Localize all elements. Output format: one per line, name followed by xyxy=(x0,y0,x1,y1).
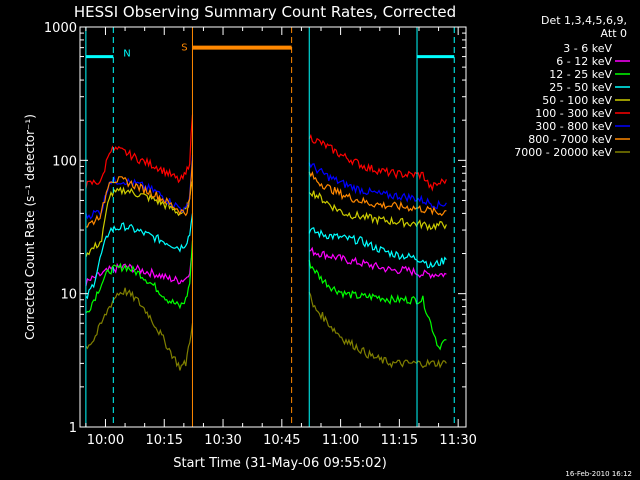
x-tick-label: 10:00 xyxy=(87,433,124,448)
series-line xyxy=(308,291,447,369)
series-line xyxy=(85,160,194,228)
x-tick-label: 10:45 xyxy=(263,433,300,448)
y-tick-label: 10 xyxy=(60,288,77,303)
legend-header-line-1: Det 1,3,4,5,6,9, xyxy=(541,14,627,27)
series-100_300keV xyxy=(85,114,447,192)
series-12_25keV xyxy=(85,240,447,351)
y-tick-label: 1000 xyxy=(44,21,77,36)
legend-label: 300 - 800 keV xyxy=(535,120,612,133)
series-300_800keV xyxy=(85,154,447,220)
series-6_12keV xyxy=(85,246,447,287)
series-line xyxy=(309,246,447,280)
footer-date: 16-Feb-2010 16:12 xyxy=(565,470,632,478)
y-axis-label: Corrected Count Rate (s⁻¹ detector⁻¹) xyxy=(23,114,37,340)
legend-label: 3 - 6 keV xyxy=(563,42,612,55)
legend-label: 50 - 100 keV xyxy=(542,94,612,107)
series-line xyxy=(85,306,194,399)
night-label: N xyxy=(123,49,130,60)
series-line xyxy=(308,162,447,210)
legend-label: 25 - 50 keV xyxy=(549,81,612,94)
y-axis: 1 10 100 1000 xyxy=(44,21,466,436)
legend-label: 12 - 25 keV xyxy=(549,68,612,81)
series-line xyxy=(308,190,447,232)
plot-frame xyxy=(79,26,467,428)
x-tick-label: 11:30 xyxy=(439,433,476,448)
legend-label: 7000 - 20000 keV xyxy=(514,146,612,159)
series-layer xyxy=(85,114,447,399)
x-axis-label: Start Time (31-May-06 09:55:02) xyxy=(173,456,387,471)
series-800_7000keV xyxy=(85,160,447,228)
x-tick-label: 10:30 xyxy=(204,433,241,448)
series-50_100keV xyxy=(85,180,447,258)
series-line xyxy=(308,170,447,217)
y-tick-label: 100 xyxy=(52,154,77,169)
series-line xyxy=(85,154,194,220)
series-line xyxy=(308,315,447,393)
legend-label: 6 - 12 keV xyxy=(556,55,612,68)
saa-label: S xyxy=(181,43,187,54)
series-25_50keV xyxy=(85,213,447,300)
series-7000_20000keV xyxy=(85,287,447,371)
series-line xyxy=(308,133,447,192)
x-tick-label: 10:15 xyxy=(146,433,183,448)
legend-label: 800 - 7000 keV xyxy=(528,133,612,146)
series-line xyxy=(308,227,447,269)
series-line xyxy=(85,213,194,300)
series-line xyxy=(85,287,194,371)
series-3_6keV xyxy=(85,306,447,399)
series-line xyxy=(308,259,447,351)
x-tick-label: 11:15 xyxy=(381,433,418,448)
legend-label: 100 - 300 keV xyxy=(535,107,612,120)
chart-title: HESSI Observing Summary Count Rates, Cor… xyxy=(74,3,456,21)
series-line xyxy=(85,180,194,258)
x-axis: 10:00 10:15 10:30 10:45 11:00 11:15 11:30 xyxy=(85,27,477,448)
series-line xyxy=(85,114,194,189)
series-line xyxy=(85,253,194,287)
x-tick-label: 11:00 xyxy=(322,433,359,448)
annotation-layer: NS xyxy=(85,27,455,427)
series-line xyxy=(85,240,194,314)
legend-header-line-2: Att 0 xyxy=(601,27,627,40)
y-tick-label: 1 xyxy=(69,421,77,436)
